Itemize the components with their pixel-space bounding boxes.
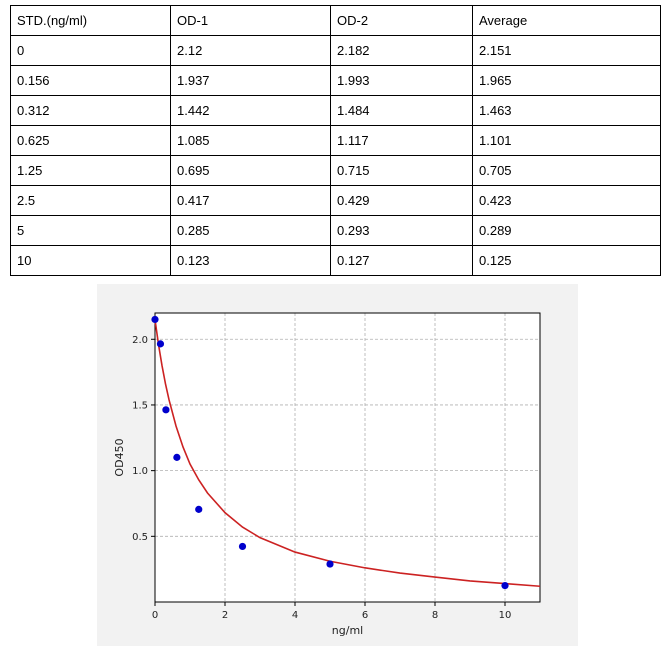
y-tick-label: 1.5 <box>132 400 148 411</box>
cell-od1: 0.285 <box>170 215 331 246</box>
header-average: Average <box>472 5 661 36</box>
cell-std: 5 <box>10 215 171 246</box>
data-point <box>195 505 203 513</box>
data-point <box>326 560 334 568</box>
data-point <box>151 315 159 324</box>
cell-average: 0.125 <box>472 245 661 276</box>
y-tick-label: 1.0 <box>132 466 148 477</box>
cell-std: 0.625 <box>10 125 171 156</box>
cell-od2: 0.429 <box>330 185 473 216</box>
cell-average: 1.101 <box>472 125 661 156</box>
header-std: STD.(ng/ml) <box>10 5 171 36</box>
fit-curve-line <box>154 319 541 588</box>
cell-std: 0.312 <box>10 95 171 126</box>
cell-od1: 0.417 <box>170 185 331 216</box>
data-point <box>156 340 165 348</box>
cell-od2: 0.127 <box>330 245 473 276</box>
cell-average: 0.289 <box>472 215 661 246</box>
x-tick-label: 4 <box>292 610 298 621</box>
standard-curve-table: STD.(ng/ml) OD-1 OD-2 Average 0 2.12 2.1… <box>10 5 661 276</box>
tick-layer: 0 2 4 6 8 10 0.5 1.0 1.5 2.0 <box>132 335 511 621</box>
y-tick-label: 2.0 <box>132 335 148 346</box>
cell-od1: 0.695 <box>170 155 331 186</box>
table-row: 0 2.12 2.182 2.151 <box>10 35 661 66</box>
x-tick-label: 2 <box>222 610 228 621</box>
cell-od1: 1.937 <box>170 65 331 96</box>
cell-od2: 1.484 <box>330 95 473 126</box>
cell-std: 1.25 <box>10 155 171 186</box>
standard-curve-chart: 0 2 4 6 8 10 0.5 1.0 1.5 2.0 ng/ml OD450 <box>113 312 541 637</box>
chart-panel: 0 2 4 6 8 10 0.5 1.0 1.5 2.0 ng/ml OD450 <box>97 284 578 646</box>
data-point <box>238 542 247 551</box>
cell-od1: 2.12 <box>170 35 331 66</box>
cell-std: 2.5 <box>10 185 171 216</box>
x-axis-label: ng/ml <box>332 624 363 637</box>
cell-std: 10 <box>10 245 171 276</box>
cell-std: 0.156 <box>10 65 171 96</box>
data-point <box>162 406 170 414</box>
table-row: 0.312 1.442 1.484 1.463 <box>10 95 661 126</box>
table-row: 10 0.123 0.127 0.125 <box>10 245 661 276</box>
grid-layer <box>154 313 540 602</box>
cell-average: 1.965 <box>472 65 661 96</box>
table-row: 0.156 1.937 1.993 1.965 <box>10 65 661 96</box>
cell-od1: 1.085 <box>170 125 331 156</box>
cell-average: 0.423 <box>472 185 661 216</box>
x-tick-label: 10 <box>499 610 512 621</box>
cell-od2: 1.993 <box>330 65 473 96</box>
x-tick-label: 8 <box>432 610 438 621</box>
header-od2: OD-2 <box>330 5 473 36</box>
cell-od1: 1.442 <box>170 95 331 126</box>
cell-od2: 2.182 <box>330 35 473 66</box>
header-od1: OD-1 <box>170 5 331 36</box>
table-row: 1.25 0.695 0.715 0.705 <box>10 155 661 186</box>
cell-od2: 0.293 <box>330 215 473 246</box>
y-axis-label: OD450 <box>113 438 126 476</box>
cell-od2: 0.715 <box>330 155 473 186</box>
plot-background <box>155 313 540 602</box>
table-row: 0.625 1.085 1.117 1.101 <box>10 125 661 156</box>
data-point <box>501 581 509 590</box>
cell-od2: 1.117 <box>330 125 473 156</box>
x-tick-label: 6 <box>362 610 368 621</box>
cell-average: 0.705 <box>472 155 661 186</box>
table-header-row: STD.(ng/ml) OD-1 OD-2 Average <box>10 5 661 36</box>
table-row: 5 0.285 0.293 0.289 <box>10 215 661 246</box>
x-tick-label: 0 <box>152 610 158 621</box>
data-points <box>151 315 509 590</box>
y-tick-label: 0.5 <box>132 532 148 543</box>
data-point <box>173 453 181 461</box>
plot-area-frame <box>154 312 541 603</box>
cell-average: 2.151 <box>472 35 661 66</box>
table-row: 2.5 0.417 0.429 0.423 <box>10 185 661 216</box>
cell-average: 1.463 <box>472 95 661 126</box>
cell-std: 0 <box>10 35 171 66</box>
cell-od1: 0.123 <box>170 245 331 276</box>
